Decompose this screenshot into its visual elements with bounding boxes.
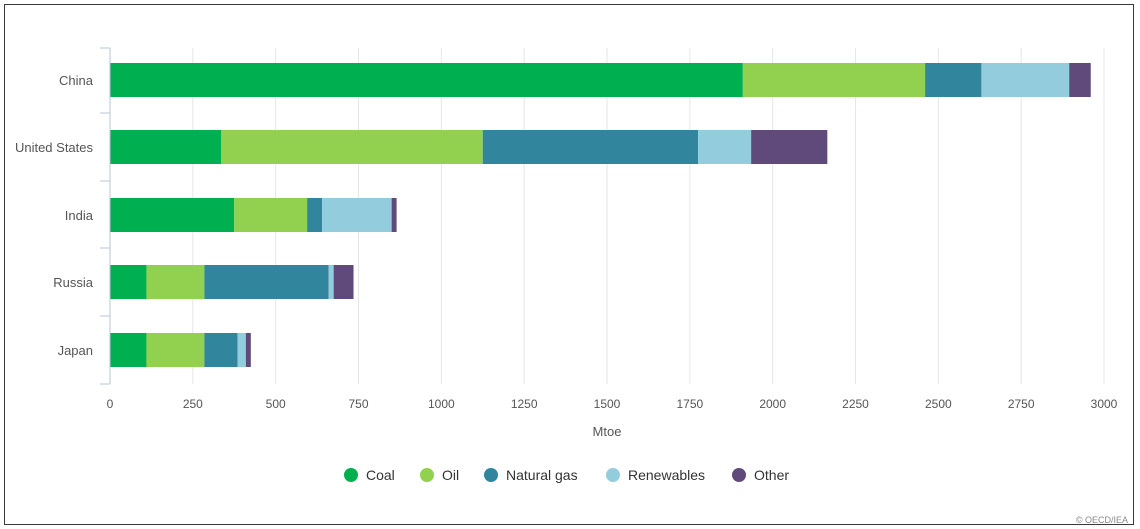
- category-label: China: [59, 73, 94, 88]
- bar-other[interactable]: [333, 265, 354, 299]
- category-label: United States: [15, 140, 94, 155]
- bar-other[interactable]: [1069, 63, 1091, 97]
- bar-renewables[interactable]: [237, 333, 246, 367]
- bar-oil[interactable]: [220, 130, 483, 164]
- x-axis-title: Mtoe: [593, 424, 622, 439]
- bar-coal[interactable]: [110, 198, 235, 232]
- x-tick-label: 2750: [1008, 397, 1035, 411]
- bar-oil[interactable]: [234, 198, 308, 232]
- bar-natural-gas[interactable]: [204, 333, 238, 367]
- bar-renewables[interactable]: [328, 265, 334, 299]
- y-axis: [100, 47, 111, 385]
- x-tick-label: 1750: [676, 397, 703, 411]
- bar-natural-gas[interactable]: [307, 198, 323, 232]
- bar-coal[interactable]: [110, 265, 147, 299]
- bar-renewables[interactable]: [698, 130, 752, 164]
- legend-swatch: [732, 468, 746, 482]
- x-tick-labels: 0 250 500 750 1000 1250 1500 1750 2000 2250 2500 27…: [107, 397, 1118, 411]
- bar-oil[interactable]: [146, 333, 205, 367]
- bar-coal[interactable]: [110, 63, 743, 97]
- x-tick-label: 2000: [759, 397, 786, 411]
- legend-swatch: [606, 468, 620, 482]
- chart-frame: China United States India Russia Japan 0 250 5…: [4, 4, 1134, 525]
- legend-item[interactable]: Oil: [442, 467, 459, 483]
- bar-coal[interactable]: [110, 130, 221, 164]
- bar-natural-gas[interactable]: [482, 130, 699, 164]
- chart: China United States India Russia Japan 0 250 5…: [15, 47, 1128, 525]
- category-label: India: [65, 208, 94, 223]
- bar-other[interactable]: [391, 198, 397, 232]
- bar-oil[interactable]: [146, 265, 205, 299]
- legend-swatch: [344, 468, 358, 482]
- x-tick-label: 750: [348, 397, 368, 411]
- x-tick-label: 500: [266, 397, 286, 411]
- legend-item[interactable]: Other: [754, 467, 789, 483]
- x-tick-label: 3000: [1091, 397, 1118, 411]
- x-tick-label: 0: [107, 397, 114, 411]
- bar-oil[interactable]: [742, 63, 926, 97]
- category-label: Russia: [53, 275, 94, 290]
- legend-swatch: [420, 468, 434, 482]
- gridlines: [192, 48, 1105, 384]
- x-tick-label: 2500: [925, 397, 952, 411]
- bars: [110, 63, 1091, 367]
- legend-item[interactable]: Natural gas: [506, 467, 578, 483]
- bar-other[interactable]: [751, 130, 828, 164]
- x-tick-label: 1250: [511, 397, 538, 411]
- bar-other[interactable]: [245, 333, 251, 367]
- x-tick-label: 1500: [594, 397, 621, 411]
- bar-renewables[interactable]: [322, 198, 392, 232]
- legend-swatch: [484, 468, 498, 482]
- category-labels: China United States India Russia Japan: [15, 73, 94, 358]
- legend-item[interactable]: Coal: [366, 467, 395, 483]
- legend-item[interactable]: Renewables: [628, 467, 705, 483]
- legend: Coal Oil Natural gas Renewables Other: [344, 467, 789, 483]
- bar-coal[interactable]: [110, 333, 147, 367]
- x-tick-label: 2250: [842, 397, 869, 411]
- copyright-notice: © OECD/IEA: [1076, 515, 1128, 525]
- bar-natural-gas[interactable]: [204, 265, 329, 299]
- x-tick-label: 250: [183, 397, 203, 411]
- category-label: Japan: [58, 343, 93, 358]
- bar-renewables[interactable]: [981, 63, 1070, 97]
- x-tick-label: 1000: [428, 397, 455, 411]
- bar-natural-gas[interactable]: [925, 63, 982, 97]
